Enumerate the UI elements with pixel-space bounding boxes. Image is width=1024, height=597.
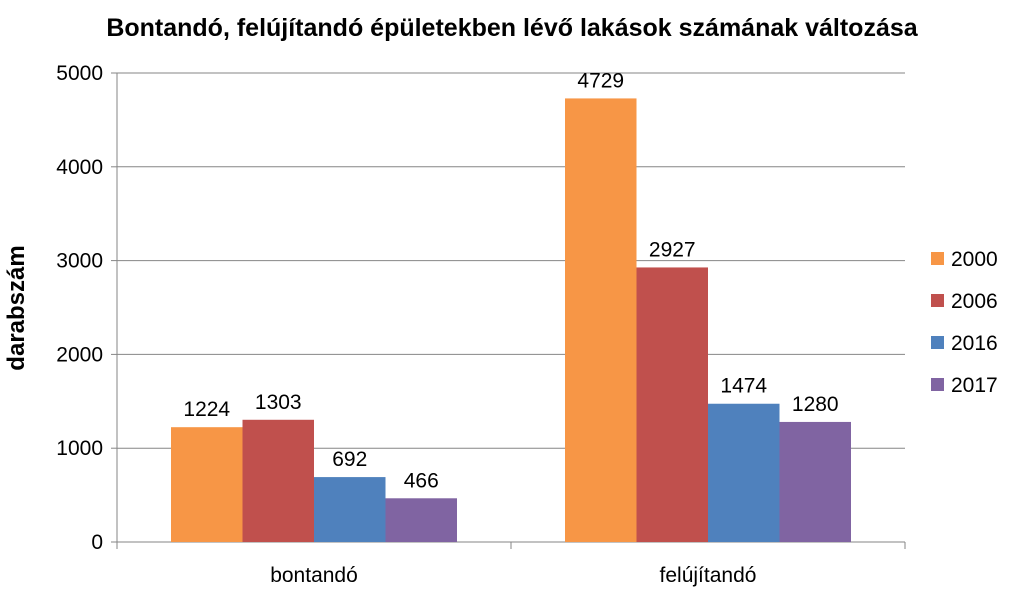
legend-label: 2006 — [951, 290, 998, 313]
legend-swatch — [931, 294, 944, 307]
y-tick-label: 2000 — [56, 343, 103, 366]
legend-swatch — [931, 378, 944, 391]
y-tick-label: 1000 — [56, 437, 103, 460]
data-label: 692 — [332, 448, 367, 471]
legend-label: 2017 — [951, 374, 998, 397]
legend-label: 2000 — [951, 248, 998, 271]
y-tick-label: 5000 — [56, 62, 103, 85]
category-label: bontandó — [270, 564, 358, 587]
y-tick-label: 0 — [91, 531, 103, 554]
legend-swatch — [931, 252, 944, 265]
chart-title: Bontandó, felújítandó épületekben lévő l… — [106, 14, 918, 42]
bar — [565, 98, 637, 542]
legend-swatch — [931, 336, 944, 349]
bar — [242, 419, 314, 542]
category-label: felújítandó — [660, 564, 757, 587]
bar — [385, 498, 457, 542]
bar — [779, 421, 851, 542]
bar — [636, 267, 708, 542]
y-tick-label: 4000 — [56, 156, 103, 179]
data-label: 466 — [404, 469, 439, 492]
data-label: 2927 — [649, 238, 696, 261]
data-label: 1474 — [720, 375, 767, 398]
y-axis-label: darabszám — [3, 245, 30, 370]
legend: 2000 2006 2016 2017 — [931, 248, 998, 397]
bar — [314, 477, 386, 542]
data-label: 1280 — [792, 393, 839, 416]
bar — [708, 403, 780, 542]
data-label: 1303 — [255, 391, 302, 414]
y-tick-label: 3000 — [56, 250, 103, 273]
legend-label: 2016 — [951, 332, 998, 355]
bar — [171, 427, 243, 542]
data-label: 4729 — [577, 69, 624, 92]
gridlines — [117, 72, 905, 449]
data-label: 1224 — [183, 398, 230, 421]
axes: 0 1000 2000 3000 4000 5000 bontandó felújítandó — [56, 62, 906, 587]
bars — [171, 98, 851, 542]
data-labels: 1224 4729 1303 2927 692 1474 466 1280 — [183, 69, 838, 492]
